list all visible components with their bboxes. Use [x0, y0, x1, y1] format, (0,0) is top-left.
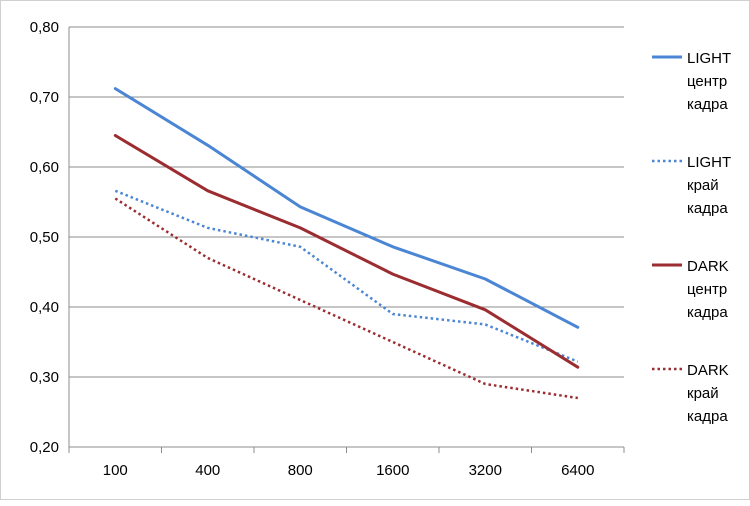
- gridlines: [69, 26, 624, 448]
- series-line: [113, 134, 580, 369]
- x-tick-label: 400: [195, 462, 220, 479]
- data-point: [577, 366, 579, 368]
- legend-item: DARK центр кадра: [652, 258, 729, 321]
- legend-label: центр: [687, 73, 727, 90]
- data-point: [207, 227, 209, 229]
- y-tick-label: 0,70: [30, 89, 59, 106]
- data-point: [484, 309, 486, 311]
- y-tick-label: 0,30: [30, 369, 59, 386]
- y-tick-label: 0,20: [30, 439, 59, 456]
- data-point: [114, 190, 116, 192]
- y-tick-label: 0,40: [30, 299, 59, 316]
- data-point: [114, 87, 116, 89]
- data-point: [114, 197, 116, 199]
- y-tick-label: 0,50: [30, 229, 59, 246]
- legend: LIGHT центр кадра LIGHT край кадра DARK центр ка…: [652, 50, 731, 425]
- x-tick-label: 1600: [376, 462, 409, 479]
- data-point: [392, 273, 394, 275]
- y-tick-label: 0,60: [30, 159, 59, 176]
- data-point: [484, 323, 486, 325]
- legend-item: LIGHT центр кадра: [652, 50, 731, 113]
- y-tick-label: 0,80: [30, 19, 59, 36]
- legend-label: кадра: [687, 304, 728, 321]
- data-point: [299, 299, 301, 301]
- data-point: [114, 134, 116, 136]
- data-point: [392, 246, 394, 248]
- legend-item: DARK край кадра: [652, 362, 729, 425]
- legend-label: DARK: [687, 362, 729, 379]
- x-tick-label: 6400: [561, 462, 594, 479]
- legend-label: кадра: [687, 200, 728, 217]
- legend-item: LIGHT край кадра: [652, 154, 731, 217]
- legend-label: край: [687, 385, 719, 402]
- data-point: [299, 227, 301, 229]
- data-point: [484, 278, 486, 280]
- data-point: [484, 383, 486, 385]
- series-lines: [113, 87, 580, 400]
- x-tick-label: 800: [288, 462, 313, 479]
- legend-label: центр: [687, 281, 727, 298]
- series-line: [113, 87, 580, 329]
- data-point: [207, 144, 209, 146]
- series-line: [114, 197, 578, 400]
- data-point: [577, 360, 579, 362]
- legend-label: LIGHT: [687, 154, 731, 171]
- data-point: [299, 206, 301, 208]
- data-point: [577, 326, 579, 328]
- series-line: [114, 189, 579, 363]
- data-point: [207, 257, 209, 259]
- data-point: [392, 341, 394, 343]
- data-point: [577, 397, 579, 399]
- x-tick-label: 100: [103, 462, 128, 479]
- legend-label: кадра: [687, 408, 728, 425]
- legend-label: кадра: [687, 96, 728, 113]
- legend-label: край: [687, 177, 719, 194]
- axes: 0,20 0,30 0,40 0,50 0,60 0,70 0,80 100 400 800 160…: [30, 19, 625, 479]
- x-tick-label: 3200: [469, 462, 502, 479]
- data-point: [299, 246, 301, 248]
- data-point: [392, 313, 394, 315]
- legend-label: LIGHT: [687, 50, 731, 67]
- legend-label: DARK: [687, 258, 729, 275]
- data-point: [207, 190, 209, 192]
